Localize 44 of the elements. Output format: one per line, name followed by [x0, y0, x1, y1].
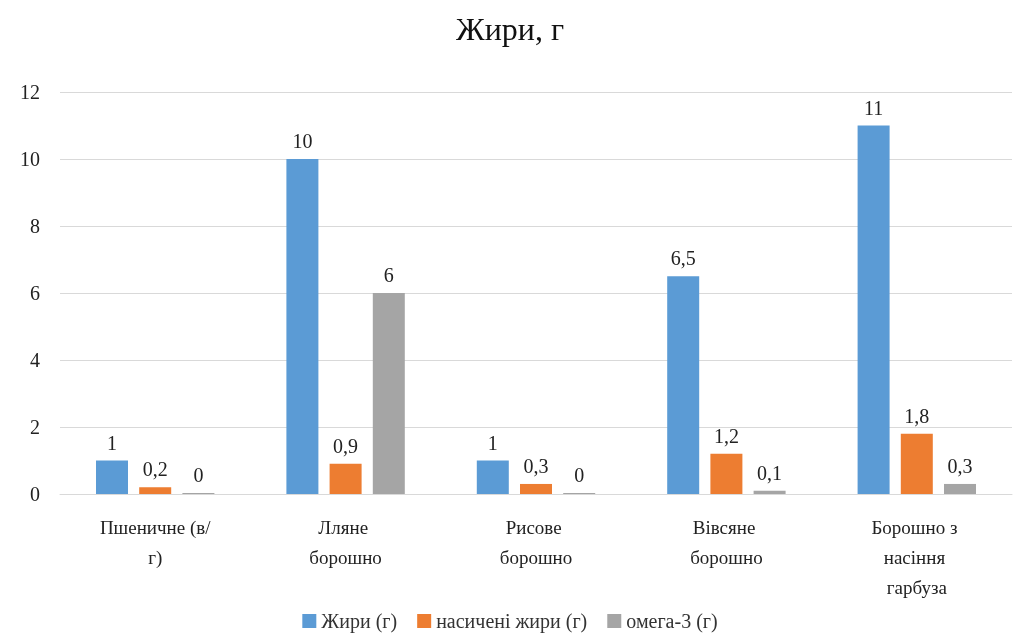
data-label: 0,2: [142, 458, 168, 481]
data-label: 0,3: [947, 454, 973, 477]
data-label: 11: [863, 96, 884, 119]
x-tick-label: Пшеничне (в/г): [99, 516, 212, 569]
bar: [710, 453, 743, 494]
bar: [286, 159, 319, 494]
data-label: 1: [107, 431, 117, 454]
bar: [372, 293, 405, 494]
data-label: 0,9: [333, 434, 359, 457]
data-label: 0,1: [757, 461, 783, 484]
data-label: 6,5: [670, 247, 696, 270]
bar: [329, 463, 362, 494]
bar: [857, 125, 890, 494]
y-tick-label: 12: [20, 81, 40, 103]
data-label: 1,2: [713, 424, 739, 447]
x-tick-label: Вівсяне борошно: [690, 516, 763, 568]
x-tick-label: Рисове борошно: [499, 516, 573, 568]
legend-label: насичені жири (г): [436, 610, 588, 633]
data-label: 1,8: [904, 404, 930, 427]
y-tick-label: 6: [30, 282, 40, 304]
bar: [96, 460, 128, 494]
bar: [900, 433, 933, 494]
bar: [944, 483, 976, 494]
data-label: 0: [193, 464, 204, 486]
legend-label: омега-3 (г): [626, 610, 718, 633]
data-label: 10: [292, 130, 313, 152]
y-tick-label: 8: [30, 215, 40, 237]
x-tick-label: Лляне борошно: [309, 516, 382, 568]
legend-label: Жири (г): [321, 610, 398, 633]
bar: [476, 460, 509, 494]
x-tick-label: Борошно з насіння гарбуза: [871, 516, 963, 598]
y-tick-label: 0: [30, 483, 40, 505]
data-label: 0: [574, 464, 585, 486]
y-tick-label: 10: [20, 148, 40, 170]
bar: [753, 490, 786, 494]
data-label: 1: [487, 431, 498, 454]
y-tick-label: 2: [30, 416, 40, 438]
data-label: 6: [383, 264, 394, 286]
bar: [667, 276, 700, 494]
chart-title: Жири, г: [455, 11, 565, 47]
bar: [139, 487, 172, 494]
bar: [520, 483, 552, 494]
y-tick-label: 4: [30, 349, 40, 371]
data-label: 0,3: [523, 454, 549, 477]
